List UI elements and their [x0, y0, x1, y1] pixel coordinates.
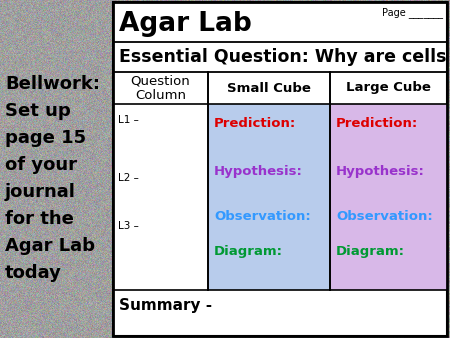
Text: Agar Lab: Agar Lab [5, 237, 95, 255]
Text: Prediction:: Prediction: [336, 117, 418, 130]
Text: Hypothesis:: Hypothesis: [336, 165, 425, 178]
Text: Diagram:: Diagram: [214, 245, 283, 258]
Text: Bellwork:: Bellwork: [5, 75, 100, 93]
Text: today: today [5, 264, 62, 282]
Text: journal: journal [5, 183, 76, 201]
Text: Page _______: Page _______ [382, 7, 443, 18]
Text: L3 –: L3 – [118, 221, 139, 231]
Text: Essential Question: Why are cells small?: Essential Question: Why are cells small? [119, 48, 450, 66]
Text: L2 –: L2 – [118, 173, 139, 183]
Text: Hypothesis:: Hypothesis: [214, 165, 303, 178]
Text: Diagram:: Diagram: [336, 245, 405, 258]
Bar [113, 2, 447, 336]
Text: of your: of your [5, 156, 77, 174]
Text: Prediction:: Prediction: [214, 117, 296, 130]
Text: Question
Column: Question Column [130, 74, 190, 102]
Text: page 15: page 15 [5, 129, 86, 147]
Text: Agar Lab: Agar Lab [119, 11, 252, 37]
Text: Observation:: Observation: [336, 210, 433, 223]
Bar [208, 104, 330, 290]
Text: Large Cube: Large Cube [346, 81, 431, 95]
Text: Set up: Set up [5, 102, 71, 120]
Bar [113, 2, 447, 336]
Text: Summary -: Summary - [119, 298, 212, 313]
Bar [330, 104, 447, 290]
Text: Observation:: Observation: [214, 210, 311, 223]
Text: L1 –: L1 – [118, 115, 139, 125]
Text: Small Cube: Small Cube [227, 81, 311, 95]
Text: for the: for the [5, 210, 74, 228]
